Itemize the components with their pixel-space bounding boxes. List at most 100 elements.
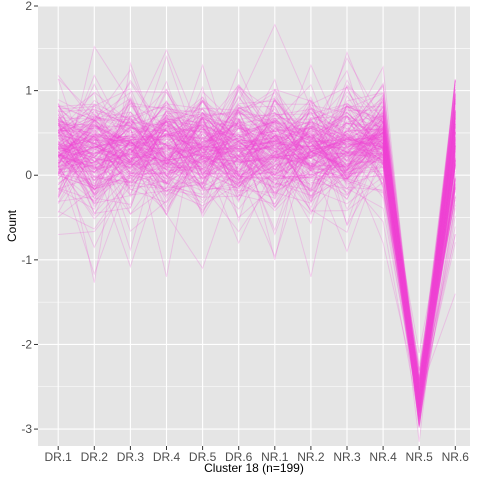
series-line <box>58 114 456 383</box>
series-line <box>57 101 456 407</box>
series-line <box>57 45 456 404</box>
series-line <box>57 63 456 388</box>
series-line <box>57 94 456 395</box>
series-line <box>57 106 456 398</box>
series-line <box>58 113 456 401</box>
series-line <box>58 98 456 391</box>
y-axis-title: Count <box>5 209 19 242</box>
series-line <box>57 129 456 394</box>
x-tick-label: DR.6 <box>225 450 253 464</box>
series-line <box>57 103 456 429</box>
x-tick-label: DR.4 <box>153 450 181 464</box>
series-line <box>58 99 456 419</box>
series-line <box>58 48 456 386</box>
series-line <box>57 110 456 411</box>
series-line <box>58 123 456 408</box>
series-line <box>57 102 456 417</box>
series-line <box>58 81 456 396</box>
series-line <box>58 51 456 403</box>
series-line <box>57 98 456 381</box>
series-line <box>57 83 456 405</box>
series-line <box>57 111 456 417</box>
series-line <box>57 98 456 405</box>
series-line <box>58 103 456 400</box>
series-line <box>58 94 456 408</box>
series-line <box>58 111 456 413</box>
series-line <box>57 88 456 399</box>
series-line <box>57 113 456 393</box>
x-axis: DR.1 DR.2 DR.3 DR.4 DR.5 DR.6 NR.1 NR.2 NR.3 NR.4… <box>45 446 469 464</box>
series-line <box>58 102 456 396</box>
y-tick-label: 0 <box>25 168 32 182</box>
series-line <box>58 103 456 411</box>
series-line <box>58 116 456 395</box>
series-line <box>57 93 456 407</box>
series-line <box>57 98 456 406</box>
series-line <box>57 97 456 410</box>
series-line <box>57 122 456 398</box>
series-line <box>57 84 456 398</box>
series-line <box>58 121 456 400</box>
series-line <box>57 97 456 416</box>
series-line <box>57 116 456 408</box>
series-line <box>57 116 456 371</box>
series-line <box>57 113 456 390</box>
series-line <box>57 126 456 353</box>
series-line <box>57 80 456 409</box>
series-line <box>57 101 456 399</box>
x-tick-label: DR.3 <box>117 450 145 464</box>
y-tick-label: 1 <box>25 84 32 98</box>
series-line <box>58 90 456 379</box>
series-line <box>57 80 456 421</box>
series-line <box>58 124 456 382</box>
series-line <box>57 100 456 380</box>
series-line <box>58 80 456 390</box>
series-line <box>57 124 456 427</box>
series-line <box>57 130 456 413</box>
series-line <box>57 115 456 377</box>
series-line <box>57 111 456 388</box>
series-line <box>57 98 456 411</box>
series-line <box>57 121 456 409</box>
series-line <box>58 102 456 418</box>
series-line <box>58 89 456 407</box>
series-line <box>57 110 456 395</box>
series-line <box>57 78 456 396</box>
series-line <box>57 79 456 418</box>
series-line <box>57 122 456 400</box>
series-line <box>57 114 456 410</box>
series-line <box>57 88 456 414</box>
x-tick-label: NR.3 <box>333 450 361 464</box>
series-line <box>57 105 456 400</box>
series-line <box>58 79 456 388</box>
series-line <box>57 111 456 395</box>
series-line <box>57 88 456 412</box>
series-line <box>57 100 456 384</box>
series-line <box>57 112 456 412</box>
series-line <box>58 114 456 442</box>
series-line <box>58 79 456 420</box>
series-line <box>58 85 456 403</box>
series-line <box>58 89 456 399</box>
series-line <box>58 107 456 390</box>
series-line <box>57 84 456 380</box>
x-tick-label: DR.5 <box>189 450 217 464</box>
series-line <box>57 79 456 400</box>
x-axis-title: Cluster 18 (n=199) <box>204 461 304 475</box>
series-line <box>58 111 456 402</box>
series-line <box>57 122 456 397</box>
series-line <box>58 100 456 370</box>
series-line <box>57 93 456 392</box>
series-line <box>57 98 456 406</box>
y-tick-label: -3 <box>21 422 32 436</box>
series-line <box>57 86 456 410</box>
series-line <box>58 86 456 394</box>
series-line <box>57 54 456 415</box>
series-line <box>57 116 456 397</box>
series-line <box>57 91 456 382</box>
y-tick-label: -1 <box>21 253 32 267</box>
x-tick-label: NR.4 <box>369 450 397 464</box>
series-line <box>57 84 456 390</box>
series-line <box>58 94 456 381</box>
